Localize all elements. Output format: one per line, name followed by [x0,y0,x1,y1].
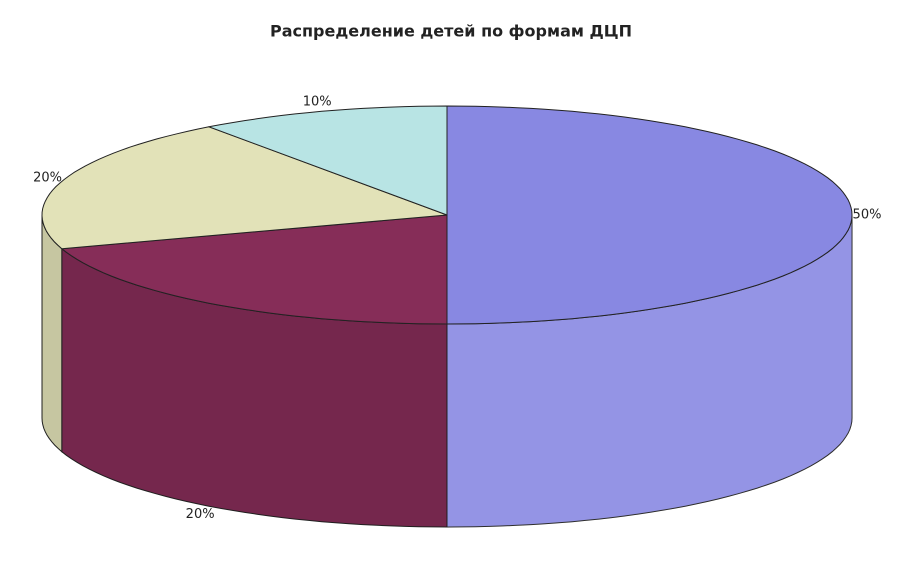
slice-side-shade [42,215,62,452]
slice-side-shade [61,248,448,527]
slice-top [61,214,448,325]
data-label: 20% [186,507,215,522]
data-label: 50% [853,208,882,223]
data-label: 10% [303,94,332,109]
slice-side-shade [447,215,852,527]
chart-title: Распределение детей по формам ДЦП [270,22,632,41]
slice-top [208,105,448,216]
slice-top [446,105,853,325]
slice-top [41,126,448,250]
data-label: 20% [33,171,62,186]
